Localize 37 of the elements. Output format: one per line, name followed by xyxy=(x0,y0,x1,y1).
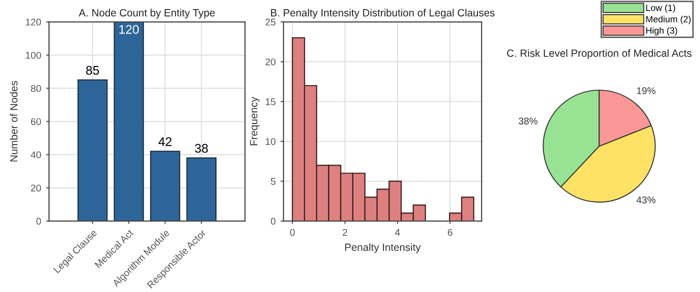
data-label: 38 xyxy=(194,144,208,153)
bar xyxy=(114,22,144,222)
y-tick-label: 120 xyxy=(26,18,41,26)
y-axis-title: Number of Nodes xyxy=(10,81,18,162)
y-tick-label: 5 xyxy=(270,178,276,185)
bar xyxy=(150,150,180,222)
bar xyxy=(77,79,108,222)
x-tick-label: 6 xyxy=(448,228,452,236)
data-label: 19% xyxy=(637,87,656,94)
y-tick-label: 20 xyxy=(31,184,41,192)
y-tick-label: 40 xyxy=(30,151,41,158)
x-tick-label: 4 xyxy=(395,229,400,236)
y-tick-label: 0 xyxy=(270,218,276,225)
chart-title: B. Penalty Intensity Distribution of Legal Clauses xyxy=(271,8,495,19)
y-tick-label: 0 xyxy=(36,218,41,225)
x-axis-title: Penalty Intensity xyxy=(345,243,421,254)
data-label: 85 xyxy=(86,66,99,75)
x-tick-label: 0 xyxy=(290,228,295,236)
y-tick-label: 15 xyxy=(266,98,276,106)
text: C. Risk Level Proportion of Medical Acts xyxy=(507,49,692,59)
y-tick-label: 80 xyxy=(30,85,41,92)
y-tick-label: 60 xyxy=(31,118,41,126)
data-label: 120 xyxy=(119,25,139,34)
chart-title: A. Node Count by Entity Type xyxy=(78,8,215,19)
y-tick-label: 10 xyxy=(266,138,276,146)
data-label: 38% xyxy=(518,118,538,124)
y-tick-label: 25 xyxy=(266,18,276,26)
bar xyxy=(186,157,217,222)
legend-label: Low (1) xyxy=(646,4,676,13)
y-tick-label: 100 xyxy=(26,52,41,59)
data-label: 42 xyxy=(158,137,172,146)
y-tick-label: 20 xyxy=(266,58,276,66)
y-axis-title: Frequency xyxy=(250,96,260,146)
legend-label: High (3) xyxy=(646,27,678,36)
legend-label: Medium (2) xyxy=(646,16,691,24)
data-label: 43% xyxy=(636,196,656,204)
x-tick-label: 2 xyxy=(342,228,348,236)
